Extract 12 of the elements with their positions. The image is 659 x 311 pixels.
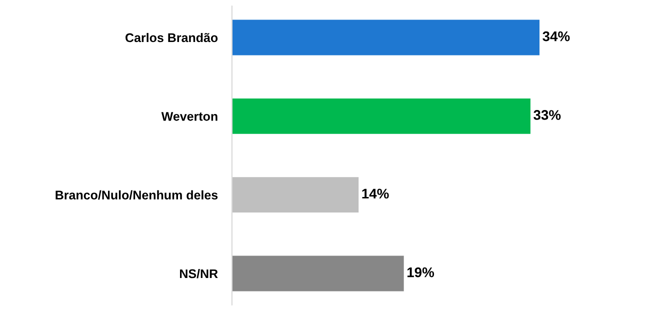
y-tick-label: Branco/Nulo/Nenhum deles: [56, 190, 218, 200]
data-label: 19%: [407, 267, 434, 278]
bar: [232, 20, 540, 56]
bar: [232, 98, 530, 134]
bar: [232, 177, 359, 213]
bar: [232, 256, 404, 292]
y-tick-label: NS/NR: [180, 268, 218, 278]
data-label: 14%: [362, 188, 389, 199]
y-tick-label: Carlos Brandão: [126, 32, 218, 42]
data-label: 34%: [542, 31, 570, 42]
data-label: 33%: [534, 110, 561, 120]
y-tick-label: Weverton: [161, 112, 218, 121]
